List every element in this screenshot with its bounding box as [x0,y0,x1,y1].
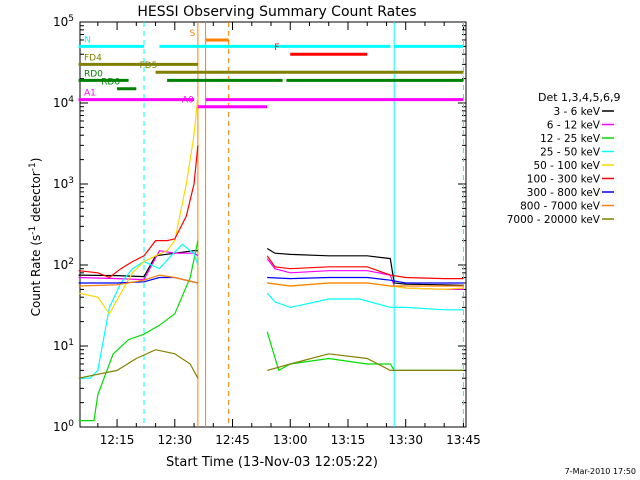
series-line [78,240,199,422]
flag-label: FD5 [140,61,158,71]
flag-label: RD0 [84,69,103,79]
plot-frame [79,21,467,428]
x-tick-label: 13:15 [331,433,366,447]
legend-entry-label: 6 - 12 keV [547,120,601,132]
x-tick-label: 12:15 [100,433,135,447]
y-tick-label: 103 [53,176,74,191]
y-tick-label: 100 [53,419,74,434]
y-tick-label: 105 [53,14,74,29]
series-line [78,274,199,287]
series-line [266,255,464,280]
x-axis-label: Start Time (13-Nov-03 12:05:22) [166,455,378,470]
series-line [267,282,464,287]
legend-entry-label: 300 - 800 keV [527,187,601,199]
x-tick-label: 13:30 [388,433,423,447]
plot-area: 100 101 102 103 104 105 12:15 12:30 12:45 13:00 13… [53,14,481,447]
chart-title: HESSI Observing Summary Count Rates [137,4,416,20]
x-tick-label: 13:00 [273,433,308,447]
series-line [78,145,199,279]
legend-title: Det 1,3,4,5,6,9 [538,91,621,104]
flag-label: F [274,43,279,53]
y-tick-label: 102 [53,257,74,272]
y-tick-label: 104 [53,95,74,110]
series-line [267,276,464,284]
legend-entry-label: 800 - 7000 keV [520,201,601,213]
series-line [78,349,199,379]
legend-entry-label: 3 - 6 keV [553,106,600,118]
x-tick-label: 13:45 [446,433,481,447]
series-line [267,353,464,371]
y-axis-label: Count Rate (s-1 detector-1) [28,158,43,317]
legend-entry-label: 7000 - 20000 keV [507,214,601,226]
series-line [266,247,464,286]
flag-label: S [190,29,196,39]
flag-label: RD6 [101,78,120,88]
flag-label: A1 [84,89,96,99]
legend-entry-label: 100 - 300 keV [527,174,601,186]
x-tick-label: 12:45 [215,433,250,447]
legend-entry-label: 25 - 50 keV [540,147,601,159]
flag-label: N [84,35,91,45]
legend-entry-label: 12 - 25 keV [540,133,601,145]
legend-entry-label: 50 - 100 keV [533,160,600,172]
series-line [78,96,199,315]
series-line [266,292,464,311]
y-tick-label: 101 [53,338,74,353]
footer-date: 7-Mar-2010 17:50 [565,467,636,476]
flag-label: FD4 [84,53,102,63]
x-tick-label: 12:30 [158,433,193,447]
